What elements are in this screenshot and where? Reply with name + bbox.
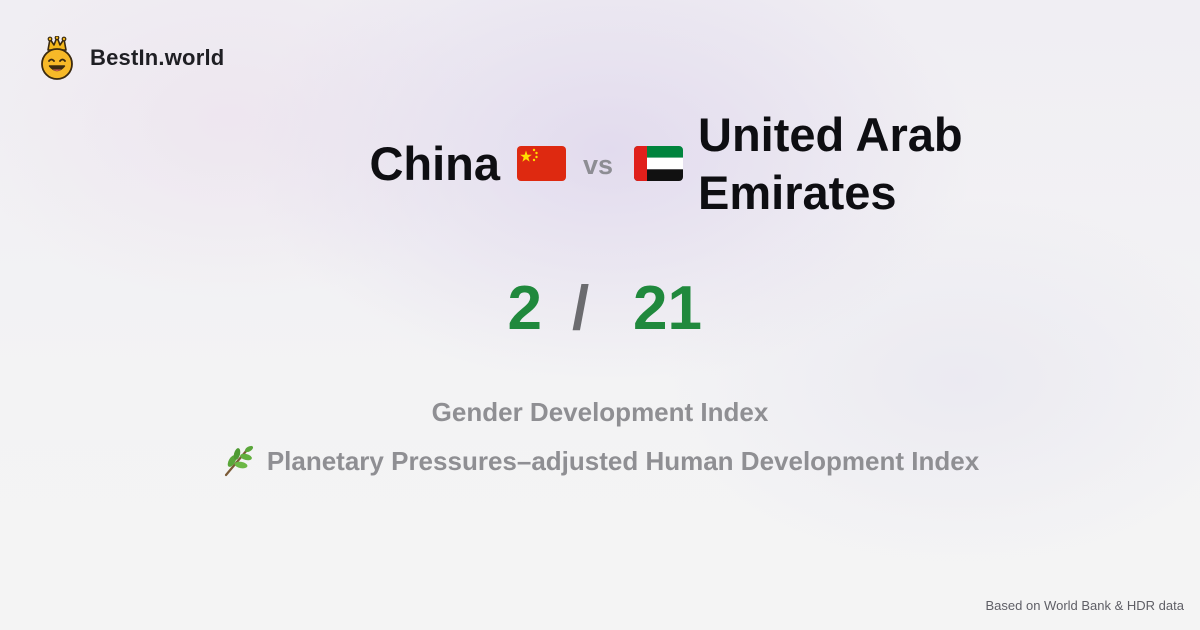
data-source-note: Based on World Bank & HDR data [985,598,1184,613]
china-flag-icon [517,146,566,181]
rank-country-a: 2 [507,274,542,343]
metric-secondary: Planetary Pressures–adjusted Human Devel… [0,444,1200,478]
metric-primary-label: Gender Development Index [431,397,769,427]
brand[interactable]: BestIn.world [38,36,224,80]
metric-primary: Gender Development Index [0,395,1200,429]
herb-leaf-icon [224,446,253,477]
brand-name: BestIn.world [90,45,225,70]
rank-separator: / [572,274,590,343]
rank-comparison: 2 / 21 [0,270,1200,350]
country-a-name[interactable]: China [369,137,500,190]
vs-label: vs [583,150,614,180]
country-b-name[interactable]: United Arab Emirates [698,108,963,219]
uae-flag-icon [634,146,683,181]
comparison-headline: China vs United Arab Emirates [0,106,1200,226]
metric-secondary-label: Planetary Pressures–adjusted Human Devel… [266,446,980,476]
rank-country-b: 21 [633,274,702,343]
crown-smiley-icon [41,36,73,80]
